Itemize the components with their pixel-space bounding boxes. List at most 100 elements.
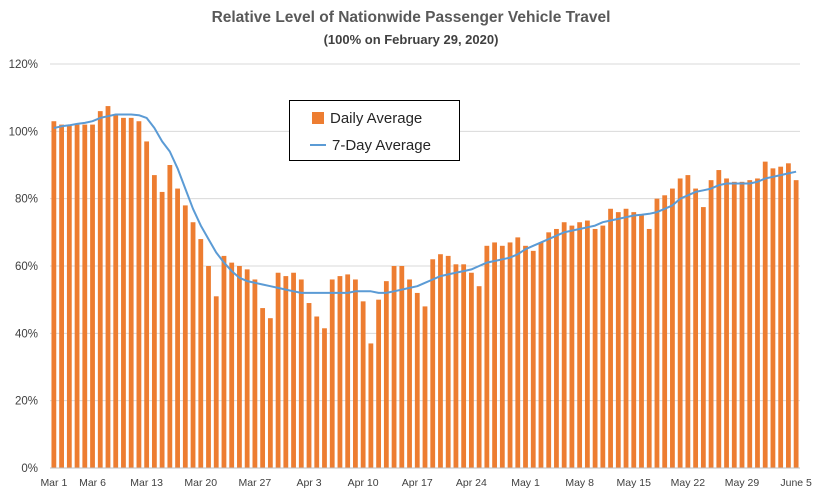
bar bbox=[283, 276, 289, 468]
bar bbox=[66, 124, 72, 468]
bar bbox=[237, 266, 242, 468]
bar bbox=[724, 178, 729, 468]
bar bbox=[430, 259, 436, 468]
bar bbox=[484, 245, 490, 468]
y-tick-label: 60% bbox=[15, 261, 38, 273]
bar bbox=[492, 242, 497, 468]
bar bbox=[438, 254, 443, 468]
x-tick-label: May 8 bbox=[565, 477, 594, 489]
bar bbox=[252, 279, 258, 468]
bar bbox=[190, 222, 196, 468]
bar bbox=[136, 121, 142, 468]
bar bbox=[608, 208, 613, 468]
bar bbox=[584, 220, 590, 468]
bar bbox=[198, 239, 204, 468]
bar bbox=[399, 266, 405, 468]
chart-title: Relative Level of Nationwide Passenger V… bbox=[211, 9, 611, 26]
y-tick-label: 0% bbox=[21, 463, 38, 475]
legend-swatch-7day bbox=[310, 144, 326, 146]
bar bbox=[151, 175, 157, 468]
x-tick-label: June 5 bbox=[780, 477, 812, 489]
y-tick-label: 20% bbox=[15, 396, 38, 408]
bar bbox=[90, 124, 95, 468]
x-tick-label: May 15 bbox=[617, 477, 652, 489]
x-tick-label: Apr 17 bbox=[402, 477, 433, 489]
x-tick-label: Apr 24 bbox=[456, 477, 487, 489]
bar bbox=[298, 279, 304, 468]
bar bbox=[144, 141, 150, 468]
bar bbox=[546, 232, 552, 468]
bar bbox=[322, 328, 327, 468]
y-tick-label: 80% bbox=[15, 194, 38, 206]
bar bbox=[267, 318, 273, 468]
line-series-7day-average bbox=[53, 113, 797, 294]
bar bbox=[51, 121, 57, 468]
bar bbox=[329, 279, 335, 468]
x-tick-label: Mar 27 bbox=[239, 477, 272, 489]
legend-label-7day: 7-Day Average bbox=[332, 136, 431, 154]
bar bbox=[507, 242, 513, 468]
x-tick-label: Mar 13 bbox=[130, 477, 163, 489]
bar bbox=[677, 178, 683, 468]
x-tick-label: May 22 bbox=[671, 477, 706, 489]
bar bbox=[523, 245, 528, 468]
x-tick-label: Mar 20 bbox=[184, 477, 217, 489]
bar bbox=[631, 212, 637, 468]
bar bbox=[561, 222, 567, 468]
bar bbox=[82, 124, 88, 468]
bar bbox=[159, 191, 165, 468]
bar bbox=[670, 188, 675, 469]
bar bbox=[793, 180, 799, 468]
bar bbox=[314, 316, 320, 468]
x-tick-label: Mar 1 bbox=[40, 477, 67, 489]
x-tick-label: May 29 bbox=[725, 477, 760, 489]
chart-legend: Daily Average 7-Day Average bbox=[289, 100, 460, 161]
bar bbox=[360, 301, 366, 468]
bar bbox=[592, 228, 598, 468]
bar bbox=[128, 117, 134, 468]
bar bbox=[762, 161, 768, 468]
bar bbox=[275, 272, 281, 468]
bar bbox=[414, 292, 420, 468]
bar bbox=[345, 274, 351, 468]
bar bbox=[538, 242, 544, 468]
bar bbox=[755, 178, 760, 468]
bar bbox=[646, 228, 652, 468]
bar bbox=[577, 222, 583, 468]
bar bbox=[739, 181, 745, 469]
bar bbox=[685, 175, 691, 468]
bar bbox=[260, 308, 266, 468]
bar bbox=[600, 225, 606, 468]
bar bbox=[476, 286, 482, 468]
bar bbox=[747, 180, 753, 468]
bar bbox=[499, 245, 505, 468]
bar bbox=[693, 188, 699, 469]
bar bbox=[530, 250, 536, 468]
bar bbox=[229, 262, 235, 468]
x-tick-label: Mar 6 bbox=[79, 477, 106, 489]
bar bbox=[383, 281, 389, 468]
bar bbox=[213, 296, 219, 468]
y-tick-label: 100% bbox=[9, 126, 38, 138]
bar bbox=[59, 124, 64, 468]
bar bbox=[639, 215, 644, 468]
bar bbox=[221, 255, 227, 468]
bar bbox=[615, 212, 621, 468]
bar bbox=[353, 279, 358, 468]
bar bbox=[569, 225, 575, 468]
bar bbox=[167, 165, 173, 468]
legend-label-daily: Daily Average bbox=[330, 109, 423, 127]
bar bbox=[244, 269, 250, 468]
bar bbox=[468, 272, 474, 468]
bar bbox=[770, 168, 776, 468]
bar bbox=[700, 207, 706, 469]
bar bbox=[206, 266, 211, 468]
bar bbox=[97, 111, 103, 468]
bar bbox=[376, 299, 382, 468]
legend-swatch-daily bbox=[312, 112, 324, 124]
bar bbox=[105, 106, 111, 468]
x-tick-label: Apr 10 bbox=[348, 477, 379, 489]
bar bbox=[716, 170, 722, 469]
bar bbox=[554, 228, 559, 468]
